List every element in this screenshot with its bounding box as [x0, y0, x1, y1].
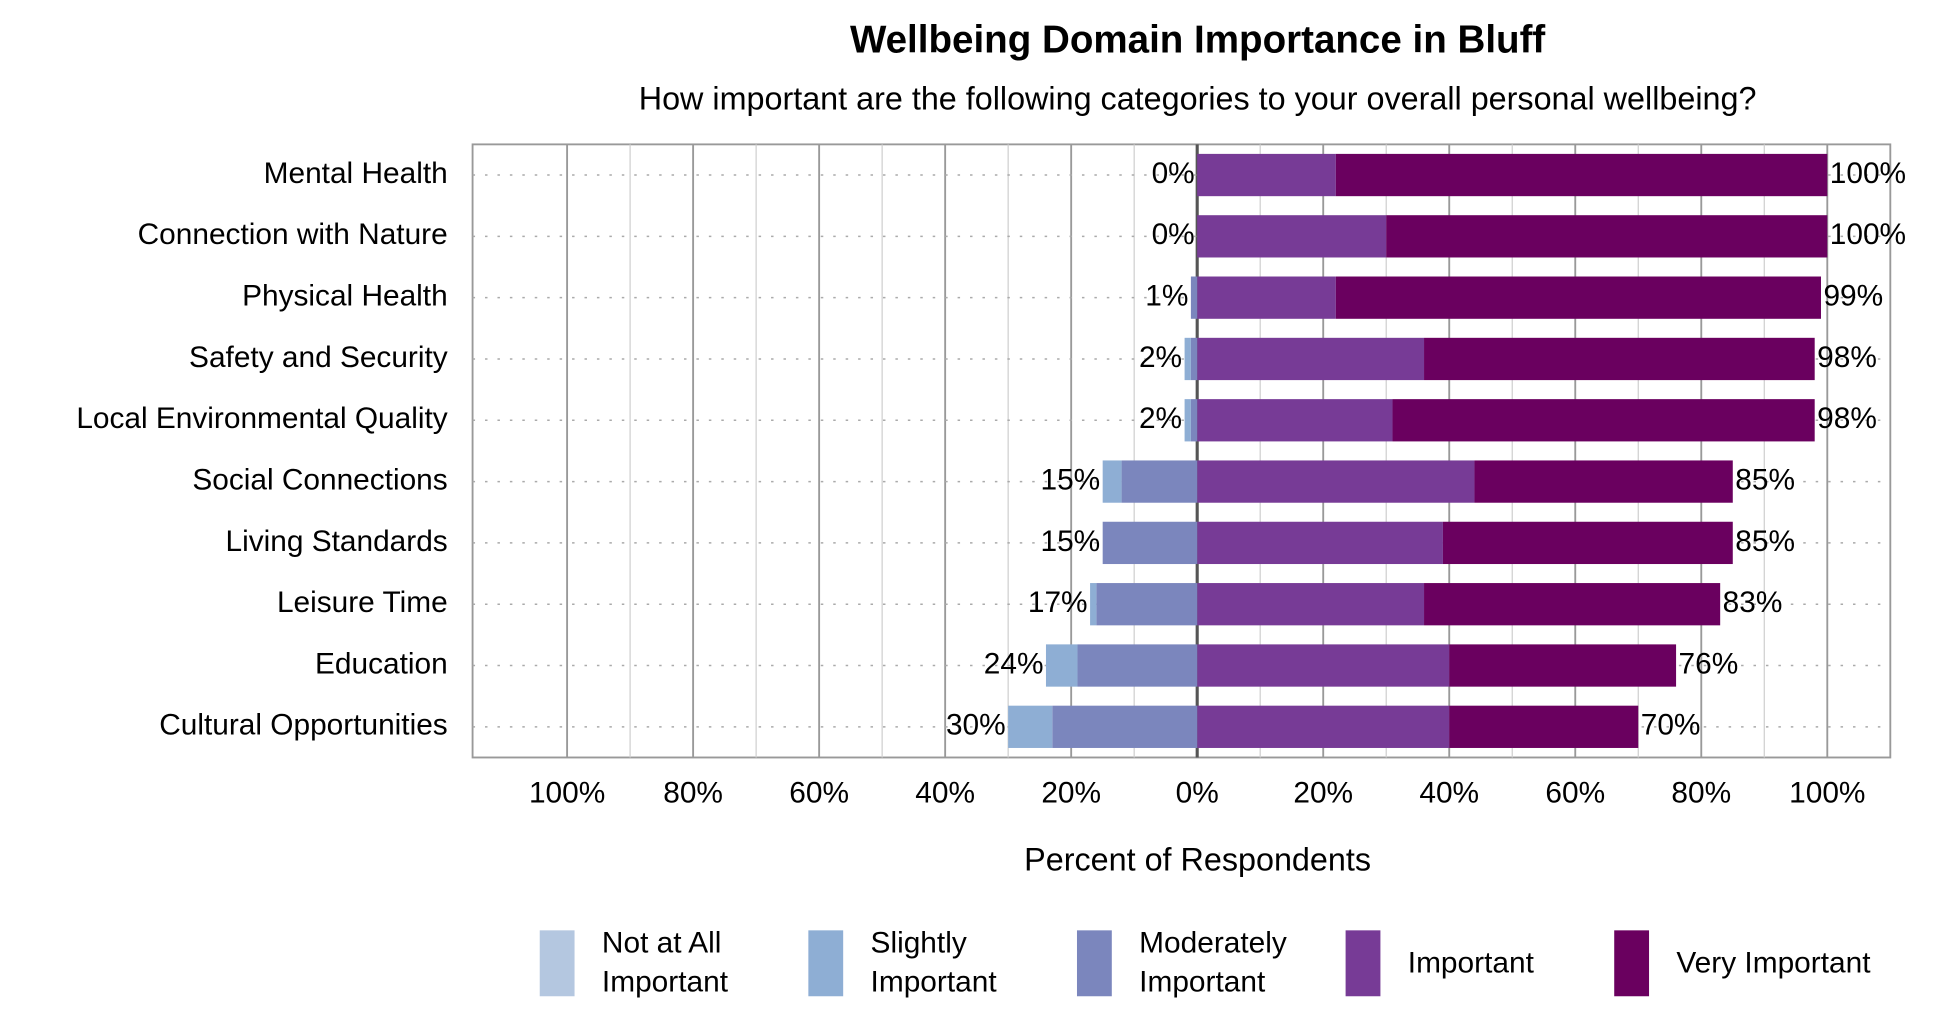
bar-segment [1077, 644, 1198, 687]
bar-segment [1197, 215, 1387, 258]
y-tick-label: Leisure Time [277, 586, 448, 619]
legend-label: Very Important [1676, 945, 1871, 980]
bar-segment [1096, 583, 1198, 626]
y-tick-label: Connection with Nature [138, 218, 448, 251]
legend-swatch [808, 930, 844, 997]
y-tick-label: Mental Health [264, 157, 448, 190]
x-tick-label: 60% [1545, 777, 1605, 810]
y-tick-label: Cultural Opportunities [159, 709, 447, 742]
x-tick-label: 60% [789, 777, 849, 810]
bar-segment [1102, 521, 1198, 565]
legend-label: Not at All Important [601, 926, 729, 999]
bar-segment [1442, 521, 1733, 565]
y-tick-label: Physical Health [242, 280, 448, 313]
x-tick-label: 100% [1789, 777, 1865, 810]
bar-segment [1052, 705, 1198, 748]
bar-segment [1045, 644, 1078, 687]
total-label: 15% [1040, 525, 1100, 558]
legend-item: Not at All Important [601, 926, 729, 999]
y-tick-label: Education [315, 647, 448, 680]
total-label: 100% [1830, 218, 1906, 251]
bar-segment [1197, 460, 1475, 503]
total-label: 2% [1139, 402, 1182, 435]
legend-swatch [1076, 930, 1112, 997]
total-label: 0% [1152, 157, 1195, 190]
x-tick-label: 40% [1419, 777, 1479, 810]
legend-item: Moderately Important [1139, 926, 1287, 999]
bar-segment [1335, 153, 1828, 197]
total-label: 30% [946, 709, 1006, 742]
x-tick-label: 100% [529, 777, 605, 810]
bar-segment [1184, 337, 1191, 381]
x-tick-label: 20% [1041, 777, 1101, 810]
legend-swatch [1345, 930, 1381, 997]
x-tick-label: 80% [663, 777, 723, 810]
total-label: 70% [1641, 709, 1701, 742]
legend-item: Important [1407, 945, 1534, 980]
total-label: 76% [1679, 647, 1739, 680]
bar-segment [1197, 583, 1425, 626]
total-label: 99% [1823, 280, 1883, 313]
total-label: 24% [984, 647, 1044, 680]
total-label: 0% [1152, 218, 1195, 251]
bar-segment [1449, 705, 1639, 748]
bar-segment [1090, 583, 1097, 626]
bar-segment [1190, 399, 1198, 442]
bar-segment [1197, 521, 1443, 565]
plot-frame [471, 143, 1892, 759]
bar-segment [1190, 276, 1198, 319]
total-label: 1% [1145, 280, 1188, 313]
total-label: 2% [1139, 341, 1182, 374]
bar-segment [1392, 399, 1815, 442]
total-label: 98% [1817, 402, 1877, 435]
legend-swatch [539, 930, 575, 997]
x-tick-label: 80% [1671, 777, 1731, 810]
bar-segment [1121, 460, 1198, 503]
bar-segment [1474, 460, 1733, 503]
y-tick-label: Local Environmental Quality [76, 402, 447, 435]
bar-segment [1102, 460, 1122, 503]
bar-segment [1424, 583, 1721, 626]
total-label: 100% [1830, 157, 1906, 190]
y-tick-label: Living Standards [226, 525, 448, 558]
chart-subtitle: How important are the following categori… [639, 80, 1757, 116]
x-axis-title: Percent of Respondents [1024, 841, 1371, 877]
total-label: 15% [1040, 463, 1100, 496]
legend-label: Moderately Important [1139, 926, 1287, 999]
total-label: 85% [1735, 525, 1795, 558]
bar-segment [1197, 276, 1336, 319]
total-label: 98% [1817, 341, 1877, 374]
legend-item: Slightly Important [870, 926, 997, 999]
bar-segment [1197, 337, 1425, 381]
bar-segment [1335, 276, 1821, 319]
bar-segment [1008, 705, 1053, 748]
bar-segment [1197, 644, 1450, 687]
total-label: 17% [1028, 586, 1088, 619]
bar-segment [1197, 399, 1393, 442]
legend-label: Slightly Important [870, 926, 997, 999]
legend-item: Very Important [1676, 945, 1871, 980]
bar-segment [1190, 337, 1198, 381]
x-tick-label: 20% [1293, 777, 1353, 810]
legend-swatch [1614, 930, 1650, 997]
bar-segment [1449, 644, 1677, 687]
legend-label: Important [1407, 945, 1534, 980]
bar-segment [1197, 153, 1336, 197]
bar-segment [1197, 705, 1450, 748]
x-tick-label: 0% [1176, 777, 1219, 810]
bar-segment [1424, 337, 1815, 381]
total-label: 85% [1735, 463, 1795, 496]
total-label: 83% [1723, 586, 1783, 619]
y-tick-label: Safety and Security [189, 341, 448, 374]
chart-title: Wellbeing Domain Importance in Bluff [850, 19, 1545, 62]
bar-segment [1386, 215, 1828, 258]
x-tick-label: 40% [915, 777, 975, 810]
y-tick-label: Social Connections [192, 463, 447, 496]
bar-segment [1184, 399, 1191, 442]
